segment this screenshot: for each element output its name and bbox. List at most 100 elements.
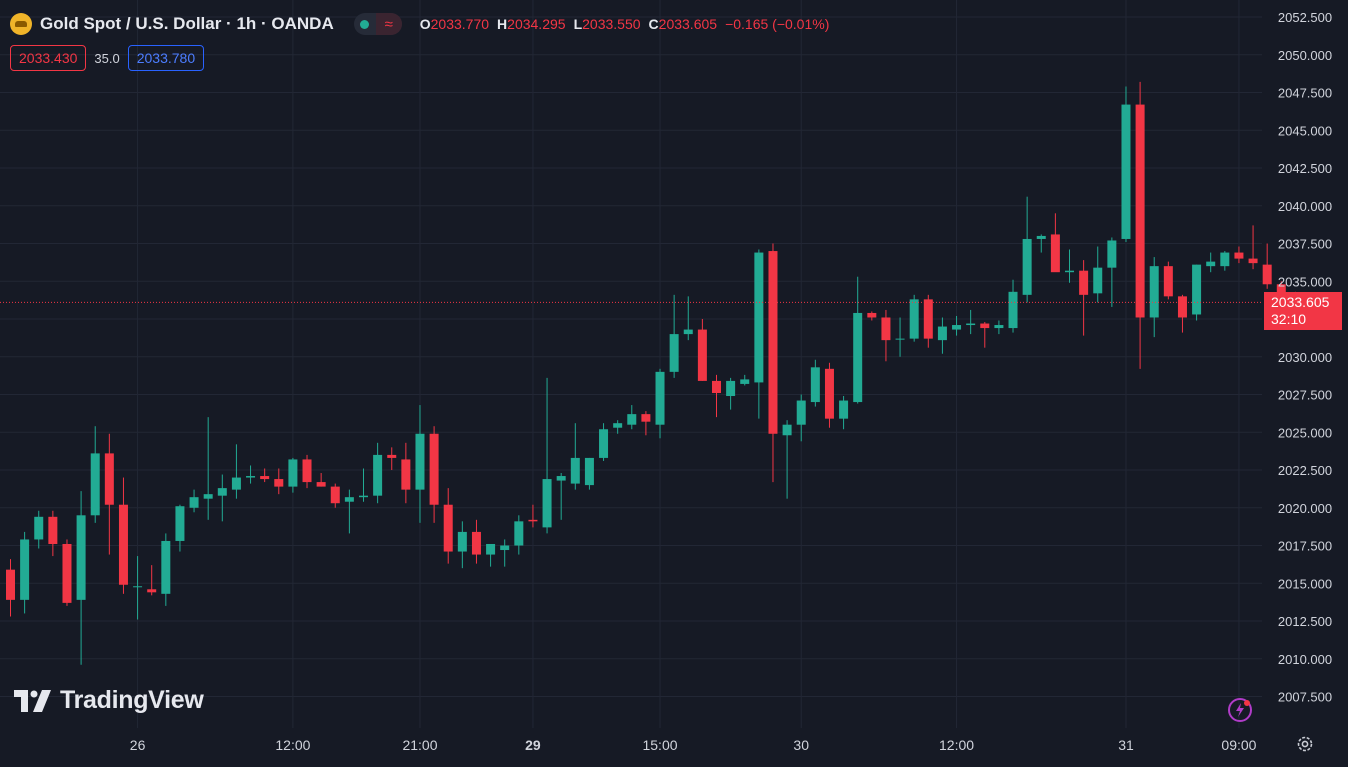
high-value: 2034.295: [507, 16, 566, 32]
candle-body: [613, 423, 623, 428]
candle: [1121, 86, 1131, 242]
candle-body: [1036, 235, 1046, 239]
candle-body: [853, 312, 863, 403]
candle: [20, 531, 30, 614]
candle-body: [839, 400, 849, 419]
candle-body: [740, 379, 750, 384]
candle: [966, 309, 976, 335]
candle: [514, 515, 524, 555]
tradingview-logo-icon: [14, 689, 51, 712]
sell-button[interactable]: 2033.430: [10, 45, 87, 71]
candle-body: [344, 497, 354, 502]
candle-body: [937, 326, 947, 341]
candle: [641, 411, 651, 436]
candle: [669, 294, 679, 378]
candle: [853, 276, 863, 404]
candle-body: [1206, 261, 1216, 267]
candle: [1177, 294, 1187, 333]
time-tick-label: 12:00: [939, 737, 974, 753]
candle-body: [48, 516, 58, 544]
candle: [980, 322, 990, 348]
low-value: 2033.550: [582, 16, 641, 32]
candle-body: [1149, 266, 1159, 318]
tradingview-watermark[interactable]: TradingView: [14, 686, 204, 715]
lightning-icon[interactable]: [1227, 697, 1253, 723]
candle-body: [133, 586, 143, 588]
buy-button[interactable]: 2033.780: [127, 45, 205, 71]
time-tick-label: 29: [525, 737, 541, 753]
candle-body: [316, 482, 326, 487]
candle: [613, 420, 623, 434]
symbol-title[interactable]: Gold Spot / U.S. Dollar · 1h · OANDA: [40, 14, 334, 33]
candle: [824, 362, 834, 428]
candle-body: [260, 476, 270, 480]
candle: [260, 468, 270, 483]
candle: [1234, 246, 1244, 264]
candle-body: [231, 477, 241, 490]
candle: [34, 510, 44, 549]
price-tick-label: 2012.500: [1278, 614, 1332, 629]
candle: [76, 491, 86, 665]
candle: [344, 489, 354, 534]
price-tick-label: 2015.000: [1278, 576, 1332, 591]
candle: [1135, 81, 1145, 369]
candle-body: [542, 479, 552, 528]
candle: [189, 489, 199, 513]
high-label: H: [497, 16, 508, 32]
candle-body: [726, 380, 736, 397]
candle: [274, 468, 284, 495]
spread-value: 35.0: [94, 50, 120, 66]
candle-body: [1050, 234, 1060, 273]
candle-body: [274, 479, 284, 487]
time-tick-label: 09:00: [1221, 737, 1256, 753]
last-price-tag: 2033.605 32:10: [1264, 292, 1342, 331]
candle-body: [302, 459, 312, 483]
candle-body: [76, 515, 86, 600]
gold-symbol-icon: [10, 13, 32, 35]
candle-body: [1248, 258, 1258, 264]
candle: [1093, 246, 1103, 303]
candle: [62, 539, 72, 606]
candle: [584, 457, 594, 490]
candle: [1262, 243, 1272, 289]
candle: [796, 394, 806, 442]
candle: [952, 315, 962, 336]
price-tick-label: 2017.500: [1278, 539, 1332, 554]
last-price-value: 2033.605: [1271, 294, 1330, 311]
candle-body: [1177, 296, 1187, 318]
candle: [6, 559, 15, 617]
candle: [387, 447, 397, 470]
watermark-text: TradingView: [60, 686, 204, 714]
time-tick-label: 31: [1118, 737, 1134, 753]
candle: [401, 442, 411, 504]
candle: [302, 454, 312, 489]
candle-body: [895, 338, 905, 340]
candle-body: [952, 325, 962, 330]
candle-body: [1192, 264, 1202, 315]
close-label: C: [648, 16, 659, 32]
candle-body: [104, 453, 114, 505]
candle: [712, 374, 721, 418]
candle: [288, 457, 298, 493]
candle: [570, 423, 580, 490]
candle-body: [923, 299, 933, 339]
price-tick-label: 2037.500: [1278, 237, 1332, 252]
wave-icon[interactable]: ≈: [375, 13, 402, 35]
candle-body: [528, 519, 538, 522]
candle: [500, 539, 510, 567]
status-pill[interactable]: ≈: [353, 13, 402, 35]
candle: [90, 426, 100, 523]
candle: [556, 473, 566, 520]
candle-body: [34, 516, 44, 540]
open-label: O: [419, 16, 431, 32]
candle-body: [669, 334, 679, 372]
ohlc-legend: O2033.770 H2034.295 L2033.550 C2033.605 …: [420, 16, 830, 32]
candle-body: [1135, 104, 1145, 318]
candle: [1107, 237, 1117, 307]
open-value: 2033.770: [430, 16, 490, 32]
candle: [1149, 257, 1159, 338]
settings-gear-icon[interactable]: [1294, 733, 1316, 755]
candle: [655, 368, 665, 439]
candle: [316, 473, 326, 487]
